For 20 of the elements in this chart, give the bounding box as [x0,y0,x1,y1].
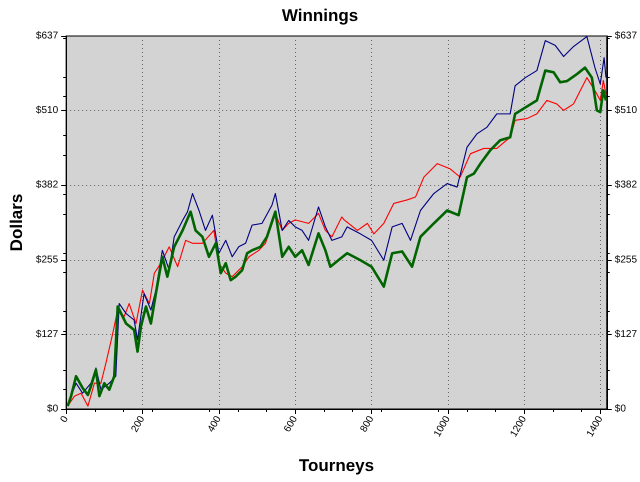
y-tick-label: $382 [36,180,59,191]
x-tick-label: 800 [358,414,377,434]
y2-tick-label: $127 [614,328,638,340]
y-tick-label: $637 [36,30,59,42]
y-tick-label: $510 [36,105,59,116]
x-tick-label: 600 [282,414,300,434]
x-tick-label: 400 [206,414,224,434]
x-axis-title: Tourneys [298,456,374,475]
y-tick-label: $0 [47,404,59,414]
y2-tick-label: $637 [614,30,638,42]
x-tick-label: 200 [129,414,148,434]
y2-tick-label: $0 [614,404,626,414]
x-tick-label: 0 [58,414,72,425]
y-tick-label: $255 [36,254,59,266]
y2-tick-label: $382 [614,180,638,191]
y-axis-title: Dollars [7,194,26,252]
y-tick-label: $127 [36,328,59,340]
y2-tick-label: $255 [614,254,638,266]
chart-title: Winnings [282,6,358,25]
y2-tick-label: $510 [614,105,638,116]
